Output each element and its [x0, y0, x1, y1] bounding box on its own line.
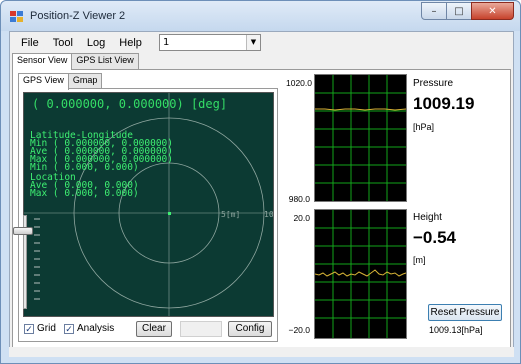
- gps-coordinates: ( 0.000000, 0.000000) [deg]: [32, 97, 228, 111]
- height-value: −0.54: [413, 228, 457, 247]
- grid-checkbox[interactable]: ✓ Grid: [24, 323, 56, 334]
- gps-stat-line: Max ( 0.000, 0.000): [30, 188, 139, 199]
- zoom-slider-thumb[interactable]: [13, 227, 33, 235]
- ring-label-10m: 10[m]: [264, 210, 274, 219]
- position-dot: [168, 212, 171, 215]
- pressure-unit: [hPa]: [413, 122, 435, 132]
- gps-panel: GPS View Gmap 5[m] 10[m] ( 0.000000, 0.0…: [18, 73, 278, 342]
- height-graph-canvas: [314, 210, 407, 338]
- clear-button[interactable]: Clear: [136, 321, 172, 337]
- tab-gmap[interactable]: Gmap: [67, 73, 103, 88]
- status-bar: [9, 347, 514, 357]
- gps-stat-line: Ave ( 0.000, 0.000): [30, 180, 139, 191]
- chevron-down-icon[interactable]: ▼: [246, 35, 260, 50]
- menu-log[interactable]: Log: [86, 37, 106, 49]
- gps-plot[interactable]: 5[m] 10[m] ( 0.000000, 0.000000) [deg] L…: [23, 92, 274, 317]
- height-axis-min: −20.0: [288, 325, 310, 335]
- gps-stat-line: Max ( 0.000000, 0.000000): [30, 154, 173, 165]
- gps-view-page: 5[m] 10[m] ( 0.000000, 0.000000) [deg] L…: [18, 88, 278, 342]
- window-title: Position-Z Viewer 2: [30, 10, 126, 22]
- minimize-button[interactable]: –: [421, 2, 447, 20]
- tab-sensor-view[interactable]: Sensor View: [12, 53, 73, 70]
- pressure-axis-max: 1020.0: [286, 78, 312, 88]
- reset-pressure-button[interactable]: Reset Pressure: [428, 304, 502, 321]
- tab-gps-list-view[interactable]: GPS List View: [71, 53, 139, 69]
- tab-gps-view[interactable]: GPS View: [18, 73, 69, 90]
- zoom-slider-ticks: [34, 218, 40, 300]
- pressure-title: Pressure: [413, 78, 454, 89]
- menu-bar: File Tool Log Help: [10, 32, 513, 54]
- gps-stat-line: Latitude-Longitude: [30, 130, 133, 141]
- gps-stat-line: Min ( 0.000000, 0.000000): [30, 138, 173, 149]
- check-icon[interactable]: ✓: [24, 323, 34, 334]
- menu-help[interactable]: Help: [119, 37, 142, 49]
- height-title: Height: [413, 212, 442, 223]
- gps-stat-line: Location: [30, 172, 76, 183]
- gps-tabs: GPS View Gmap: [18, 73, 103, 90]
- check-icon[interactable]: ✓: [64, 323, 74, 334]
- port-select-value: 1: [163, 37, 170, 48]
- port-select[interactable]: 1 ▼: [159, 34, 261, 51]
- title-bar: Position-Z Viewer 2 – □ ✕: [1, 1, 520, 31]
- config-button[interactable]: Config: [228, 321, 272, 337]
- maximize-button[interactable]: □: [446, 2, 472, 20]
- analysis-label: Analysis: [77, 323, 115, 334]
- gps-stat-line: Min ( 0.000, 0.000): [30, 162, 139, 173]
- main-tabs: Sensor View GPS List View: [12, 53, 139, 70]
- height-graph: [314, 209, 407, 339]
- pressure-axis-min: 980.0: [288, 194, 310, 204]
- pressure-graph-canvas: [315, 75, 407, 201]
- zoom-slider-track[interactable]: [23, 215, 27, 309]
- analysis-checkbox[interactable]: ✓ Analysis: [64, 323, 114, 334]
- height-unit: [m]: [413, 255, 426, 265]
- pressure-trace: [315, 108, 407, 111]
- height-axis-max: 20.0: [293, 213, 310, 223]
- gps-controls: ✓ Grid ✓ Analysis Clear Config: [19, 319, 279, 339]
- menu-tool[interactable]: Tool: [52, 37, 73, 49]
- height-trace: [314, 269, 407, 277]
- pressure-value: 1009.19: [413, 94, 475, 113]
- app-icon: [10, 11, 23, 22]
- pressure-graph: [314, 74, 407, 202]
- menu-file[interactable]: File: [21, 37, 39, 49]
- close-button[interactable]: ✕: [471, 2, 514, 20]
- ring-label-5m: 5[m]: [221, 210, 240, 219]
- gps-rings: 5[m] 10[m]: [24, 93, 274, 316]
- status-field: [180, 321, 222, 337]
- grid-label: Grid: [37, 323, 56, 334]
- reset-pressure-value: 1009.13[hPa]: [429, 325, 483, 335]
- gps-stat-line: Ave ( 0.000000, 0.000000): [30, 146, 173, 157]
